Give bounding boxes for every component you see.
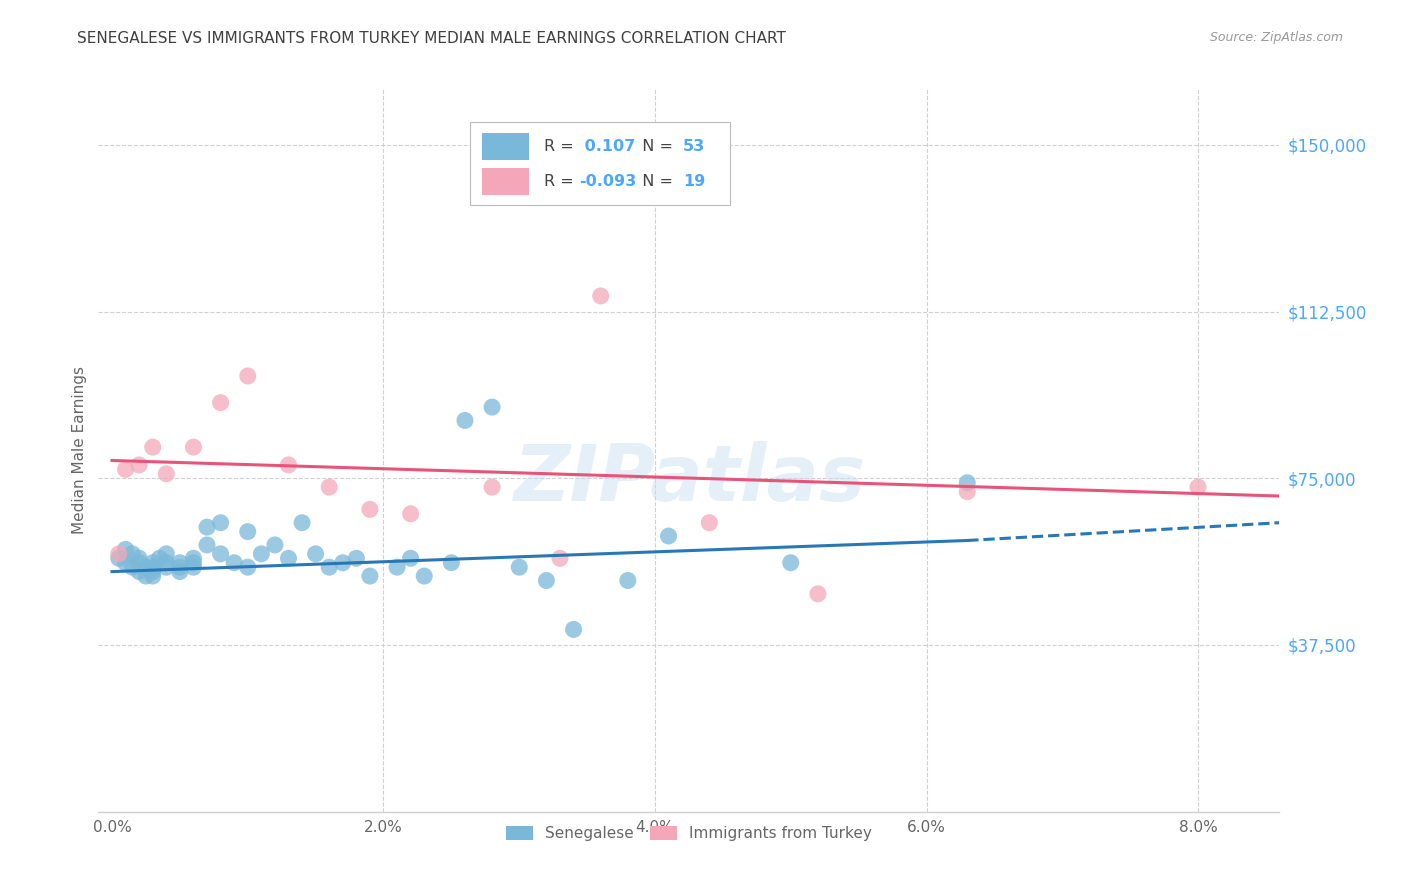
Text: N =: N =	[633, 174, 678, 189]
Point	[481, 480, 503, 494]
Point	[697, 516, 720, 530]
Point	[344, 551, 367, 566]
Point	[148, 551, 170, 566]
Point	[399, 507, 422, 521]
Point	[304, 547, 326, 561]
Point	[114, 462, 136, 476]
Y-axis label: Median Male Earnings: Median Male Earnings	[72, 367, 87, 534]
Point	[183, 440, 205, 454]
FancyBboxPatch shape	[482, 168, 530, 195]
FancyBboxPatch shape	[482, 133, 530, 161]
Point	[332, 556, 354, 570]
Point	[1187, 480, 1209, 494]
Point	[114, 542, 136, 557]
Text: 19: 19	[683, 174, 706, 189]
Point	[135, 560, 157, 574]
Point	[128, 556, 150, 570]
Legend: Senegalese, Immigrants from Turkey: Senegalese, Immigrants from Turkey	[499, 820, 879, 847]
Point	[183, 560, 205, 574]
Point	[589, 289, 612, 303]
Point	[508, 560, 530, 574]
Point	[318, 480, 340, 494]
Point	[236, 524, 259, 539]
Point	[617, 574, 640, 588]
Point	[183, 551, 205, 566]
Text: -0.093: -0.093	[579, 174, 637, 189]
Point	[142, 556, 165, 570]
Point	[209, 547, 232, 561]
Text: 53: 53	[683, 139, 706, 154]
Point	[107, 551, 129, 566]
Point	[454, 413, 477, 427]
Point	[399, 551, 422, 566]
Point	[121, 547, 143, 561]
Point	[121, 560, 143, 574]
Point	[195, 538, 218, 552]
Point	[155, 560, 177, 574]
Point	[548, 551, 571, 566]
Point	[107, 547, 129, 561]
Point	[562, 623, 585, 637]
Point	[956, 484, 979, 499]
FancyBboxPatch shape	[471, 121, 730, 205]
Point	[142, 569, 165, 583]
Point	[536, 574, 558, 588]
Point	[128, 458, 150, 472]
Point	[155, 467, 177, 481]
Point	[385, 560, 408, 574]
Point	[277, 458, 299, 472]
Text: ZIPatlas: ZIPatlas	[513, 442, 865, 517]
Point	[169, 560, 191, 574]
Text: Source: ZipAtlas.com: Source: ZipAtlas.com	[1209, 31, 1343, 45]
Point	[236, 369, 259, 384]
Point	[291, 516, 314, 530]
Point	[209, 395, 232, 409]
Text: SENEGALESE VS IMMIGRANTS FROM TURKEY MEDIAN MALE EARNINGS CORRELATION CHART: SENEGALESE VS IMMIGRANTS FROM TURKEY MED…	[77, 31, 786, 46]
Point	[169, 556, 191, 570]
Point	[183, 556, 205, 570]
Point	[169, 565, 191, 579]
Text: 0.107: 0.107	[579, 139, 636, 154]
Point	[128, 565, 150, 579]
Point	[779, 556, 801, 570]
Point	[359, 569, 381, 583]
Point	[264, 538, 287, 552]
Point	[209, 516, 232, 530]
Point	[250, 547, 273, 561]
Point	[155, 547, 177, 561]
Point	[155, 556, 177, 570]
Point	[481, 400, 503, 414]
Point	[142, 565, 165, 579]
Point	[807, 587, 830, 601]
Point	[236, 560, 259, 574]
Point	[128, 551, 150, 566]
Point	[135, 569, 157, 583]
Point	[114, 556, 136, 570]
Point	[224, 556, 246, 570]
Point	[413, 569, 436, 583]
Point	[956, 475, 979, 490]
Point	[195, 520, 218, 534]
Point	[142, 560, 165, 574]
Point	[440, 556, 463, 570]
Point	[277, 551, 299, 566]
Point	[142, 440, 165, 454]
Text: R =: R =	[544, 174, 578, 189]
Text: N =: N =	[633, 139, 678, 154]
Text: R =: R =	[544, 139, 578, 154]
Point	[318, 560, 340, 574]
Point	[359, 502, 381, 516]
Point	[658, 529, 681, 543]
